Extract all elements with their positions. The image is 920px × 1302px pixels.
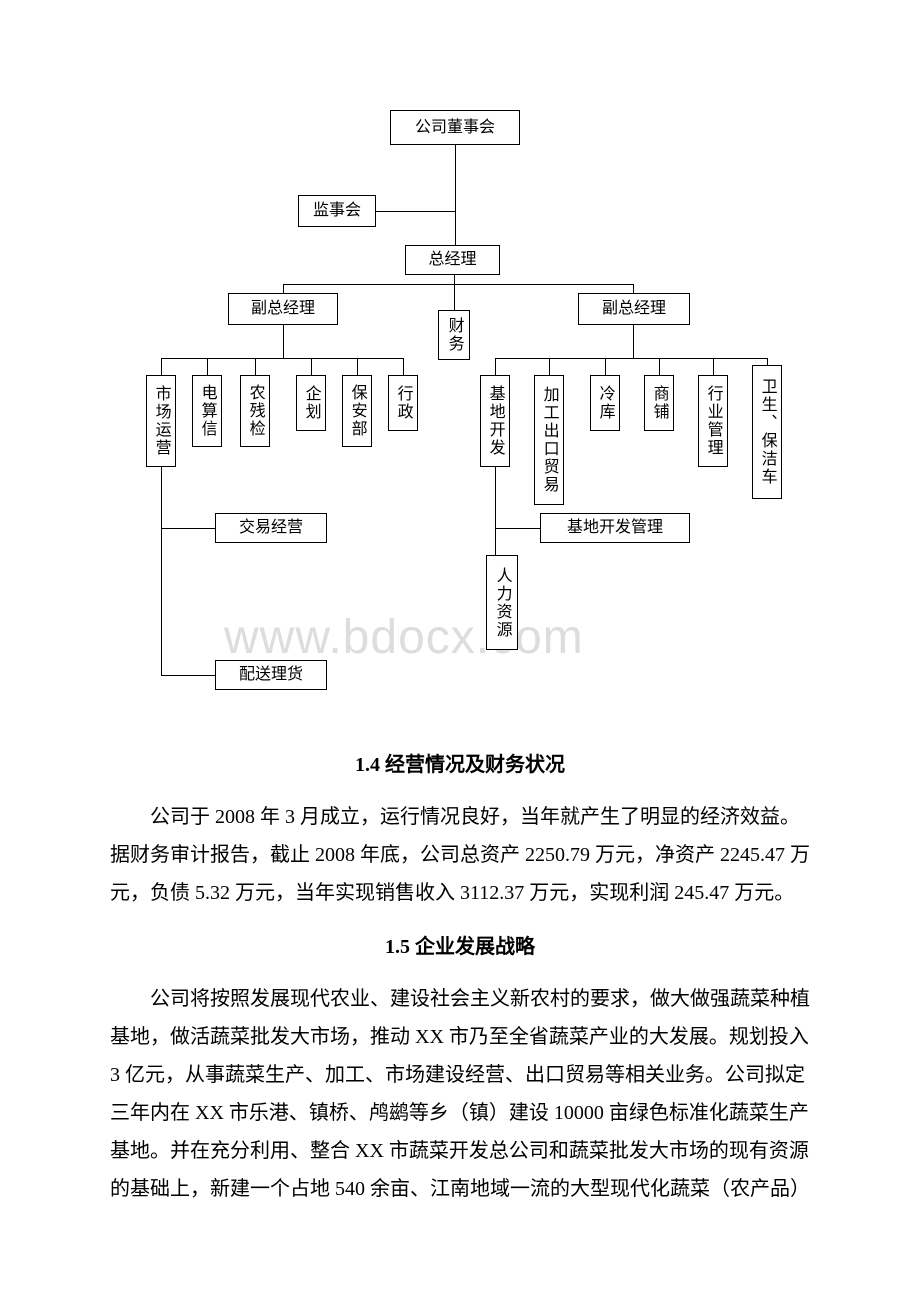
section-heading: 1.5 企业发展战略 [110,928,810,966]
org-node-d10: 商铺 [644,375,674,431]
connector-line [495,358,767,359]
connector-line [283,284,284,293]
org-node-d11: 行业管理 [698,375,728,467]
org-node-gm: 总经理 [405,245,500,275]
org-node-label: 总经理 [428,250,476,269]
org-node-label: 配送理货 [239,665,303,684]
org-node-label: 保安部 [347,384,366,438]
org-node-g1: 交易经营 [215,513,327,543]
org-node-label: 副总经理 [602,299,666,318]
connector-line [605,358,606,375]
connector-line [161,358,403,359]
document-body: 1.4 经营情况及财务状况公司于 2008 年 3 月成立，运行情况良好，当年就… [0,710,920,1254]
org-node-label: 基地开发管理 [567,518,663,537]
connector-line [454,275,455,310]
connector-line [403,358,404,375]
org-node-label: 加工出口贸易 [539,386,558,494]
org-node-label: 公司董事会 [415,118,495,137]
connector-line [659,358,660,375]
org-node-label: 交易经营 [239,518,303,537]
org-node-d9: 冷库 [590,375,620,431]
org-node-label: 行业管理 [703,385,722,457]
org-node-d8: 加工出口贸易 [534,375,564,505]
org-node-label: 企划 [301,385,320,421]
org-node-label: 行政 [393,385,412,421]
org-node-label: 副总经理 [251,299,315,318]
connector-line [311,358,312,375]
org-node-d12: 卫生、保洁车 [752,365,782,499]
connector-line [633,325,634,358]
org-node-d1: 市场运营 [146,375,176,467]
org-node-label: 市场运营 [151,385,170,457]
org-node-label: 商铺 [649,385,668,421]
section-heading: 1.4 经营情况及财务状况 [110,746,810,784]
connector-line [549,358,550,375]
paragraph: 公司于 2008 年 3 月成立，运行情况良好，当年就产生了明显的经济效益。据财… [110,798,810,912]
connector-line [713,358,714,375]
watermark: www.bdocx.com [224,610,584,665]
connector-line [283,284,633,285]
org-node-d6: 行政 [388,375,418,431]
org-node-label: 基地开发 [485,385,504,457]
org-node-d4: 企划 [296,375,326,431]
org-node-d5: 保安部 [342,375,372,447]
connector-line [767,358,768,365]
org-node-d7: 基地开发 [480,375,510,467]
org-node-d3: 农残检 [240,375,270,447]
org-node-dgm1: 副总经理 [228,293,338,325]
org-node-board: 公司董事会 [390,110,520,145]
connector-line [495,528,540,529]
org-node-label: 财务 [444,317,463,353]
connector-line [207,358,208,375]
org-node-hr: 人力资源 [486,555,518,650]
connector-line [255,358,256,375]
org-node-label: 农残检 [245,384,264,438]
connector-line [455,145,456,245]
org-node-label: 监事会 [313,201,361,220]
connector-line [283,325,284,358]
org-node-label: 卫生、保洁车 [757,378,776,486]
org-node-finance: 财务 [438,310,470,360]
org-node-supervisor: 监事会 [298,195,376,227]
paragraph: 公司将按照发展现代农业、建设社会主义新农村的要求，做大做强蔬菜种植基地，做活蔬菜… [110,980,810,1208]
connector-line [161,528,215,529]
org-node-dgm2: 副总经理 [578,293,690,325]
org-node-g3: 配送理货 [215,660,327,690]
org-node-label: 冷库 [595,385,614,421]
connector-line [161,675,215,676]
org-node-label: 人力资源 [492,567,511,639]
org-node-label: 电算信 [197,384,216,438]
connector-line [357,358,358,375]
org-node-d2: 电算信 [192,375,222,447]
org-chart: www.bdocx.com 公司董事会监事会总经理副总经理 副总经理财务市场运营 电算… [0,0,920,710]
org-node-g2: 基地开发管理 [540,513,690,543]
connector-line [633,284,634,293]
